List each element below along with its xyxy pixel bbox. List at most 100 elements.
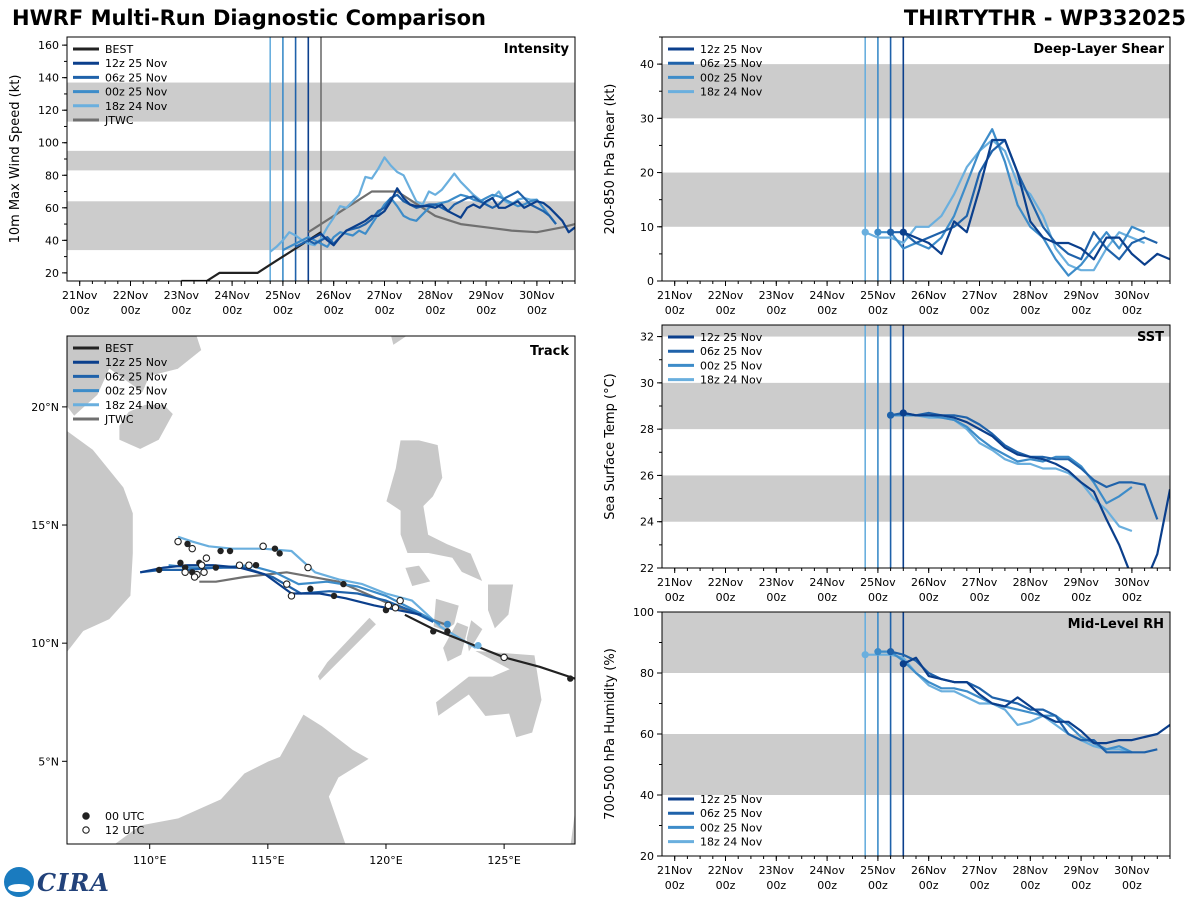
sst-xtick-label-bottom: 00z — [919, 591, 939, 604]
sst-xtick-label-top: 28Nov — [1013, 576, 1049, 589]
sst-series-12z-25-nov — [903, 411, 1170, 568]
intensity-xtick-label-top: 30Nov — [519, 289, 555, 302]
track-point-00utc — [177, 559, 184, 567]
shear-ytick-label: 30 — [640, 112, 654, 125]
intensity-xtick-label-bottom: 00z — [425, 304, 445, 317]
shear-series-start-12z-25-nov — [899, 228, 907, 236]
intensity-xtick-label-bottom: 00z — [171, 304, 191, 317]
sst-ytick-label: 28 — [640, 423, 654, 436]
rh-xtick-label-bottom: 00z — [868, 879, 888, 892]
shear-xtick-label-top: 30Nov — [1114, 289, 1150, 302]
sst-series-start-06z-25-nov — [887, 411, 895, 419]
track-point-00utc — [430, 628, 437, 635]
track-point-12utc — [188, 544, 196, 553]
rh-series-12z-25-nov — [902, 656, 1170, 745]
track-xtick-label: 110°E — [133, 854, 166, 867]
intensity-xtick-label-top: 25Nov — [265, 289, 301, 302]
shear-xtick-label-bottom: 00z — [868, 304, 888, 317]
intensity-legend-label-best: BEST — [105, 43, 133, 56]
sst-xtick-label-bottom: 00z — [1020, 591, 1040, 604]
shear-xtick-label-bottom: 00z — [766, 304, 786, 317]
track-point-00utc — [155, 566, 163, 574]
rh-xtick-label-bottom: 00z — [970, 879, 990, 892]
land-polygon-13 — [569, 808, 575, 844]
land-polygon-2 — [118, 404, 174, 450]
track-point-12utc — [304, 563, 312, 572]
track-point-12utc — [190, 573, 199, 581]
track-ytick-label: 10°N — [31, 637, 59, 650]
intensity-ytick-label: 80 — [45, 169, 59, 182]
shear-ytick-label: 10 — [640, 221, 654, 234]
rh-panel-title: Mid-Level RH — [1068, 617, 1164, 632]
shear-xtick-label-top: 23Nov — [759, 289, 795, 302]
shear-panel: 0 10 20 30 40 21Nov 00z 22Nov 00z 23Nov 00z 24Nov 00… — [603, 36, 1171, 317]
rh-ylabel: 700-500 hPa Humidity (%) — [603, 648, 618, 820]
intensity-xtick-label-top: 23Nov — [164, 289, 200, 302]
track-marker-00z — [443, 620, 451, 628]
track-point-12utc — [259, 542, 267, 551]
track-series-18z-24-nov — [177, 535, 477, 649]
sst-ytick-label: 22 — [640, 562, 654, 575]
track-legend-label-00z-25-nov: 00z 25 Nov — [105, 385, 168, 398]
shear-legend-label-00z-25-nov: 00z 25 Nov — [700, 71, 763, 84]
intensity-series-12z-25-nov — [307, 187, 575, 247]
rh-band-0 — [662, 734, 1170, 795]
track-point-00utc — [340, 580, 347, 588]
land-polygon-10 — [317, 616, 378, 682]
track-xtick-label: 120°E — [369, 854, 402, 867]
intensity-legend-label-06z-25-nov: 06z 25 Nov — [105, 71, 168, 84]
sst-xtick-label-bottom: 00z — [1071, 591, 1091, 604]
rh-xtick-label-top: 24Nov — [809, 864, 845, 877]
sst-ytick-label: 32 — [640, 331, 654, 344]
intensity-xtick-label-bottom: 00z — [375, 304, 395, 317]
shear-plot-area — [662, 37, 1170, 281]
intensity-series-00z-25-nov — [282, 193, 557, 252]
logo-text: CIRA — [37, 867, 110, 897]
shear-legend-label-12z-25-nov: 12z 25 Nov — [700, 43, 763, 56]
shear-series-start-06z-25-nov — [887, 228, 895, 236]
shear-xtick-label-top: 21Nov — [657, 289, 693, 302]
rh-xtick-label-top: 25Nov — [860, 864, 896, 877]
track-ytick-label: 5°N — [38, 755, 59, 768]
track-point-00utc — [567, 675, 574, 682]
track-point-00utc — [217, 547, 224, 555]
track-point-12utc — [181, 568, 189, 577]
land-polygon-11 — [435, 649, 543, 739]
shear-ylabel: 200-850 hPa Shear (kt) — [603, 84, 618, 235]
shear-xtick-label-bottom: 00z — [716, 304, 736, 317]
rh-xtick-label-top: 23Nov — [759, 864, 795, 877]
sst-band-0 — [662, 475, 1170, 522]
intensity-xtick-label-bottom: 00z — [222, 304, 242, 317]
track-point-00utc — [212, 564, 220, 571]
shear-xtick-label-top: 24Nov — [809, 289, 845, 302]
land-polygon-4 — [385, 439, 484, 583]
rh-xtick-label-bottom: 00z — [716, 879, 736, 892]
sst-band-1 — [662, 382, 1170, 430]
rh-xtick-label-top: 29Nov — [1063, 864, 1099, 877]
rh-ytick-label: 20 — [640, 850, 654, 863]
track-point-00utc — [330, 592, 338, 600]
intensity-panel-title: Intensity — [504, 42, 570, 57]
track-point-00utc — [271, 545, 279, 552]
intensity-xtick-label-top: 28Nov — [418, 289, 454, 302]
intensity-xtick-label-bottom: 00z — [121, 304, 141, 317]
sst-series-start-12z-25-nov — [899, 409, 907, 417]
shear-xtick-label-bottom: 00z — [1071, 304, 1091, 317]
intensity-plot-area — [67, 37, 575, 281]
intensity-ylabel: 10m Max Wind Speed (kt) — [8, 75, 23, 244]
rh-series-start-06z-25-nov — [887, 648, 895, 656]
marker-legend-label-12-utc: 12 UTC — [105, 824, 145, 837]
intensity-ytick-label: 160 — [38, 39, 59, 52]
shear-legend-label-18z-24-nov: 18z 24 Nov — [700, 86, 763, 99]
intensity-xtick-label-top: 21Nov — [62, 289, 98, 302]
shear-band-0 — [662, 172, 1170, 227]
track-legend-label-06z-25-nov: 06z 25 Nov — [105, 370, 168, 383]
shear-panel-title: Deep-Layer Shear — [1033, 42, 1164, 57]
shear-ytick-label: 20 — [640, 167, 654, 180]
shear-series-start-18z-24-nov — [861, 228, 869, 236]
track-point-00utc — [252, 561, 260, 569]
rh-legend-label-18z-24-nov: 18z 24 Nov — [700, 836, 763, 849]
